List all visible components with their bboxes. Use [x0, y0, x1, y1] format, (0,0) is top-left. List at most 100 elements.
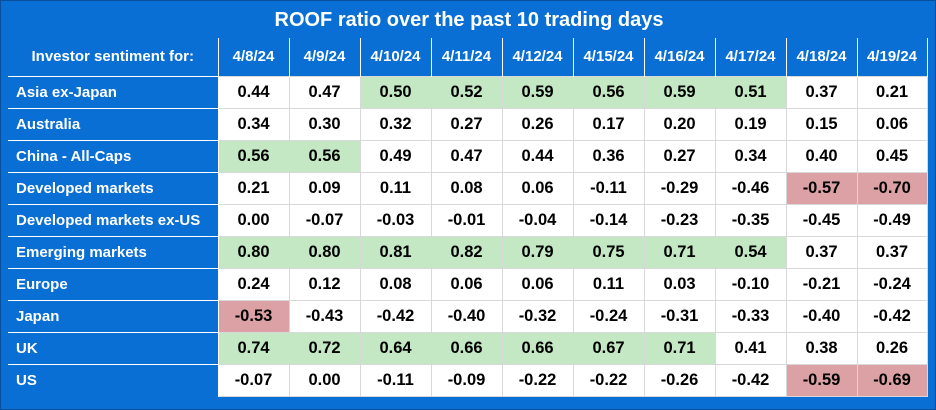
value-cell: 0.72 [288, 331, 361, 365]
value-cell: 0.80 [288, 235, 361, 269]
value-cell: 0.27 [430, 107, 503, 141]
row-label: Developed markets [8, 171, 219, 204]
row-label: US [8, 363, 219, 396]
value-cell: 0.81 [359, 235, 432, 269]
value-cell: -0.32 [501, 299, 574, 333]
value-cell: 0.74 [217, 331, 290, 365]
value-cell: -0.42 [359, 299, 432, 333]
table-row: Emerging markets 0.80 0.80 0.81 0.82 0.79 0.75… [8, 235, 928, 269]
value-cell: 0.08 [359, 267, 432, 301]
value-cell: 0.20 [643, 107, 716, 141]
row-label: UK [8, 331, 219, 364]
row-label: Japan [8, 299, 219, 332]
value-cell: 0.09 [288, 171, 361, 205]
table-row: China - All-Caps 0.56 0.56 0.49 0.47 0.44 0.36… [8, 139, 928, 173]
value-cell: -0.26 [643, 363, 716, 397]
value-cell: -0.46 [714, 171, 787, 205]
value-cell: 0.47 [288, 75, 361, 109]
value-cell: 0.66 [501, 331, 574, 365]
value-cell: 0.82 [430, 235, 503, 269]
value-cell: -0.69 [856, 363, 928, 397]
table-row: Asia ex-Japan 0.44 0.47 0.50 0.52 0.59 0.56 0.5… [8, 75, 928, 109]
value-cell: -0.42 [856, 299, 928, 333]
value-cell: 0.03 [643, 267, 716, 301]
value-cell: 0.34 [714, 139, 787, 173]
value-cell: -0.33 [714, 299, 787, 333]
value-cell: 0.26 [501, 107, 574, 141]
value-cell: -0.40 [430, 299, 503, 333]
value-cell: -0.07 [217, 363, 290, 397]
value-cell: -0.53 [217, 299, 290, 333]
value-cell: 0.56 [288, 139, 361, 173]
table-row: Australia 0.34 0.30 0.32 0.27 0.26 0.17 0.20 0.1… [8, 107, 928, 141]
value-cell: -0.22 [501, 363, 574, 397]
value-cell: 0.37 [785, 75, 858, 109]
value-cell: 0.17 [572, 107, 645, 141]
value-cell: 0.06 [501, 171, 574, 205]
value-cell: 0.00 [288, 363, 361, 397]
table-row: Europe 0.24 0.12 0.08 0.06 0.06 0.11 0.03 -0.10-… [8, 267, 928, 301]
date-header: 4/17/24 [714, 38, 787, 76]
value-cell: -0.10 [714, 267, 787, 301]
value-cell: -0.43 [288, 299, 361, 333]
value-cell: 0.32 [359, 107, 432, 141]
value-cell: 0.80 [217, 235, 290, 269]
value-cell: 0.75 [572, 235, 645, 269]
value-cell: 0.66 [430, 331, 503, 365]
value-cell: 0.49 [359, 139, 432, 173]
date-header: 4/12/24 [501, 38, 574, 76]
value-cell: -0.24 [856, 267, 928, 301]
value-cell: 0.21 [856, 75, 928, 109]
value-cell: -0.59 [785, 363, 858, 397]
value-cell: 0.40 [785, 139, 858, 173]
value-cell: 0.45 [856, 139, 928, 173]
value-cell: 0.37 [856, 235, 928, 269]
table-row: Developed markets ex-US 0.00 -0.07 -0.03 -0.… [8, 203, 928, 237]
value-cell: 0.21 [217, 171, 290, 205]
value-cell: 0.79 [501, 235, 574, 269]
value-cell: -0.42 [714, 363, 787, 397]
row-label: China - All-Caps [8, 139, 219, 172]
value-cell: -0.24 [572, 299, 645, 333]
value-cell: 0.27 [643, 139, 716, 173]
date-header: 4/8/24 [217, 38, 290, 76]
header-row: Investor sentiment for: 4/8/24 4/9/24 4/10… [8, 38, 928, 76]
chart-title: ROOF ratio over the past 10 trading days [274, 9, 664, 31]
value-cell: -0.70 [856, 171, 928, 205]
value-cell: -0.31 [643, 299, 716, 333]
value-cell: 0.56 [572, 75, 645, 109]
table-row: UK 0.74 0.72 0.64 0.66 0.66 0.67 0.71 0.41 0.38 0.… [8, 331, 928, 365]
row-label: Australia [8, 107, 219, 140]
row-header-label: Investor sentiment for: [8, 38, 219, 76]
value-cell: -0.57 [785, 171, 858, 205]
value-cell: -0.23 [643, 203, 716, 237]
value-cell: -0.21 [785, 267, 858, 301]
date-header: 4/10/24 [359, 38, 432, 76]
value-cell: 0.52 [430, 75, 503, 109]
value-cell: 0.06 [856, 107, 928, 141]
value-cell: 0.30 [288, 107, 361, 141]
value-cell: 0.67 [572, 331, 645, 365]
value-cell: -0.04 [501, 203, 574, 237]
value-cell: 0.44 [217, 75, 290, 109]
value-cell: -0.11 [359, 363, 432, 397]
value-cell: 0.11 [572, 267, 645, 301]
table-row: Japan -0.53 -0.43 -0.42 -0.40 -0.32 -0.24 -0.31… [8, 299, 928, 333]
table-body: Asia ex-Japan 0.44 0.47 0.50 0.52 0.59 0.56 0.5… [8, 75, 928, 397]
value-cell: 0.59 [643, 75, 716, 109]
value-cell: 0.47 [430, 139, 503, 173]
value-cell: -0.09 [430, 363, 503, 397]
value-cell: -0.22 [572, 363, 645, 397]
value-cell: 0.59 [501, 75, 574, 109]
value-cell: 0.19 [714, 107, 787, 141]
date-header: 4/9/24 [288, 38, 361, 76]
value-cell: -0.29 [643, 171, 716, 205]
table-row: US -0.07 0.00 -0.11 -0.09 -0.22 -0.22 -0.26 -0.4… [8, 363, 928, 397]
value-cell: -0.03 [359, 203, 432, 237]
row-label: Europe [8, 267, 219, 300]
value-cell: 0.12 [288, 267, 361, 301]
date-header: 4/11/24 [430, 38, 503, 76]
row-label: Emerging markets [8, 235, 219, 268]
table-row: Developed markets 0.21 0.09 0.11 0.08 0.06 -0.… [8, 171, 928, 205]
value-cell: 0.15 [785, 107, 858, 141]
